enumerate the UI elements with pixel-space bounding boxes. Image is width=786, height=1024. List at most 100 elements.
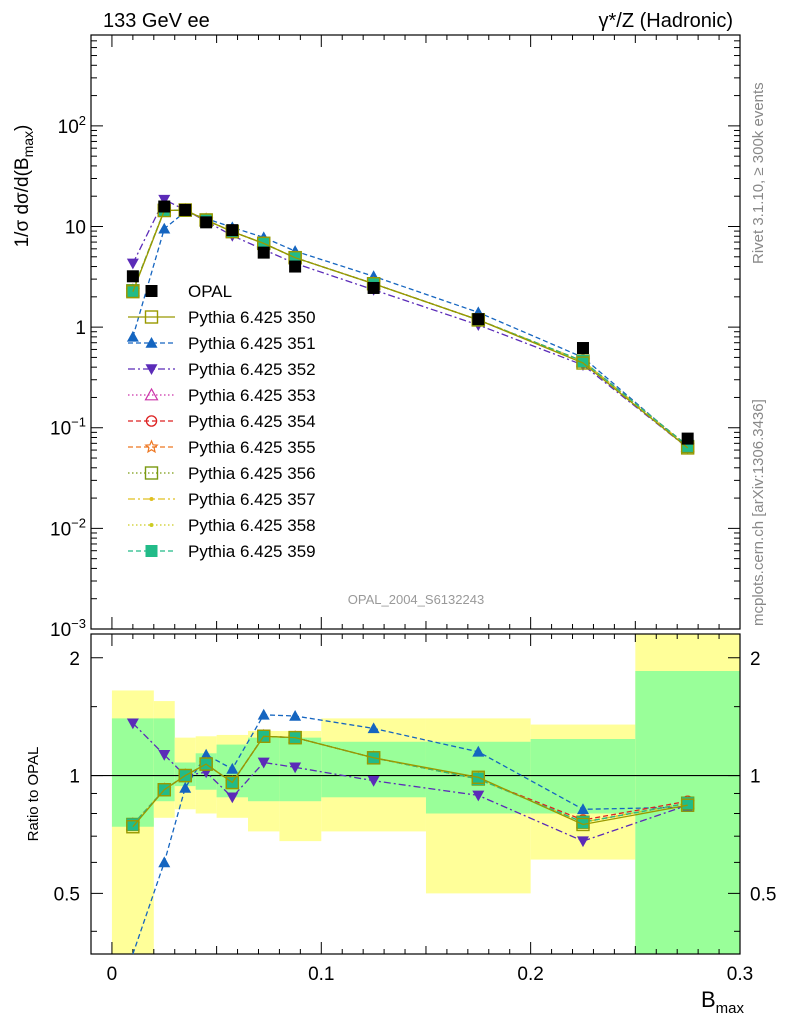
data-point [126, 258, 139, 270]
ratio-y-tick-label-right: 1 [750, 767, 761, 788]
ratio-uncertainty-bands [91, 634, 740, 954]
stat-uncertainty-band [321, 741, 426, 798]
data-point [226, 762, 239, 774]
data-point [576, 803, 589, 815]
data-point [472, 772, 485, 785]
header-right: γ*/Z (Hadronic) [599, 10, 733, 32]
series-opal [126, 200, 694, 445]
ratio-y-tick-label: 2 [69, 649, 80, 670]
legend-label: Pythia 6.425 354 [188, 412, 316, 431]
data-point [367, 775, 380, 787]
data-point [472, 745, 485, 757]
data-point [145, 545, 158, 557]
data-point [257, 246, 270, 259]
data-point [576, 355, 589, 368]
data-point [149, 497, 154, 501]
series-line [132, 209, 689, 447]
legend-label: Pythia 6.425 352 [188, 360, 316, 379]
series-line [132, 722, 688, 842]
y-tick-label: 10−2 [50, 515, 86, 540]
data-point [471, 770, 486, 784]
data-point [126, 820, 140, 834]
data-point [289, 260, 302, 273]
data-point [289, 762, 302, 774]
ratio-y-axis-label-text: Ratio to OPAL [25, 747, 42, 842]
data-point [576, 817, 590, 832]
data-point [158, 200, 171, 213]
ratio-y-tick-label: 1 [69, 767, 80, 788]
legend-label: Pythia 6.425 359 [188, 542, 316, 561]
stat-uncertainty-band [279, 737, 322, 802]
legend-label: Pythia 6.425 357 [188, 490, 316, 509]
data-point [257, 729, 271, 743]
data-point [158, 749, 171, 761]
data-point [576, 836, 589, 848]
data-point [200, 216, 213, 229]
series-line [132, 735, 688, 828]
data-point [144, 310, 159, 324]
legend-label: Pythia 6.425 355 [188, 438, 316, 457]
series-pythia-6-425-350 [126, 729, 695, 834]
rivet-label: Rivet 3.1.10, ≥ 300k events [750, 82, 767, 264]
ratio-y-tick-label-right: 2 [750, 649, 761, 670]
series-line [132, 209, 689, 449]
data-point [472, 790, 485, 802]
y-tick-label: 10−3 [50, 616, 86, 641]
data-point [158, 222, 171, 234]
data-point [288, 730, 302, 745]
y-tick-label: 102 [58, 113, 86, 138]
data-point [145, 285, 158, 297]
data-point [576, 356, 590, 370]
stat-uncertainty-band [111, 718, 154, 827]
series-line [132, 209, 689, 447]
data-point [226, 792, 239, 804]
data-point [126, 330, 139, 342]
data-point [158, 194, 171, 206]
data-point [680, 798, 695, 812]
data-point [149, 523, 154, 527]
data-point [145, 415, 158, 427]
data-point [681, 432, 694, 445]
x-tick-label: 0.2 [517, 964, 543, 985]
y-tick-label: 10 [65, 217, 86, 238]
main-y-axis-label-text: 1/σ dσ/d(Bmax) [12, 125, 36, 248]
ratio-y-tick-label-right: 0.5 [750, 884, 776, 905]
data-point [367, 722, 380, 734]
data-point [179, 781, 192, 793]
data-point [126, 818, 139, 831]
data-point [126, 284, 140, 299]
data-point [257, 757, 270, 769]
data-point [145, 337, 158, 348]
series-line [132, 211, 689, 448]
main-y-axis-label: 1/σ dσ/d(Bmax) [12, 125, 36, 248]
data-point [472, 313, 485, 326]
analysis-id-label: OPAL_2004_S6132243 [348, 592, 484, 607]
main-panel-frame [90, 34, 741, 630]
data-point [576, 816, 589, 829]
data-point [199, 757, 213, 771]
stat-uncertainty-band [635, 671, 740, 954]
y-tick-label: 10−1 [50, 415, 86, 440]
series-line [132, 209, 689, 447]
ratio-panel-frame [90, 633, 741, 955]
legend-label: OPAL [188, 282, 232, 301]
data-point [200, 748, 213, 760]
y-tick-label: 1 [75, 318, 86, 339]
data-point [179, 203, 192, 216]
x-axis-label: Bmax [701, 987, 745, 1017]
legend: OPAL Pythia 6.425 350 Pythia 6.425 351 Pyth… [128, 282, 316, 561]
data-point [226, 224, 239, 237]
legend-label: Pythia 6.425 358 [188, 516, 316, 535]
x-tick-label: 0.1 [308, 964, 334, 985]
data-point [157, 783, 171, 797]
data-point [126, 718, 139, 730]
series-layer [125, 194, 695, 955]
ratio-y-axis-label: Ratio to OPAL [25, 747, 42, 842]
legend-label: Pythia 6.425 351 [188, 334, 316, 353]
data-point [144, 466, 159, 480]
data-point [576, 342, 589, 355]
axis-ticks: 10−3 10−2 10−1 1 10 102 0.5 0.5 1 1 2 2 0 0.1 0.2 0.3 [50, 34, 776, 985]
legend-label: Pythia 6.425 356 [188, 464, 316, 483]
x-tick-label: 0.3 [727, 964, 753, 985]
